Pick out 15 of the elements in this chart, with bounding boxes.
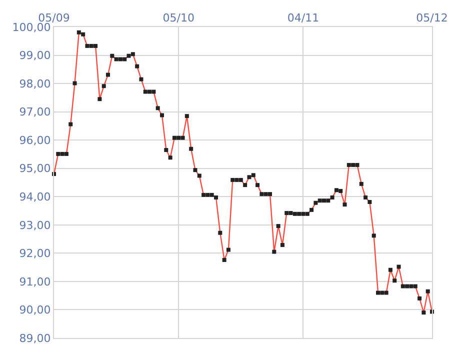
y-tick-label: 100,00 (12, 20, 51, 34)
y-tick-label: 95,00 (19, 162, 51, 176)
y-tick-label: 97,00 (19, 106, 51, 119)
y-tick-label: 89,00 (19, 332, 51, 345)
y-tick-label: 90,00 (19, 304, 51, 317)
y-tick-label: 94,00 (19, 190, 51, 204)
x-tick-label: 05/12 (416, 12, 448, 25)
y-tick-label: 93,00 (19, 218, 51, 232)
y-tick-label: 98,00 (19, 77, 51, 90)
y-tick-label: 91,00 (19, 275, 51, 288)
y-tick-label: 92,00 (19, 247, 51, 260)
x-tick-label: 05/10 (162, 12, 194, 25)
x-tick-label: 04/11 (287, 12, 320, 25)
y-tick-label: 96,00 (19, 134, 51, 147)
y-tick-label: 99,00 (19, 49, 51, 62)
